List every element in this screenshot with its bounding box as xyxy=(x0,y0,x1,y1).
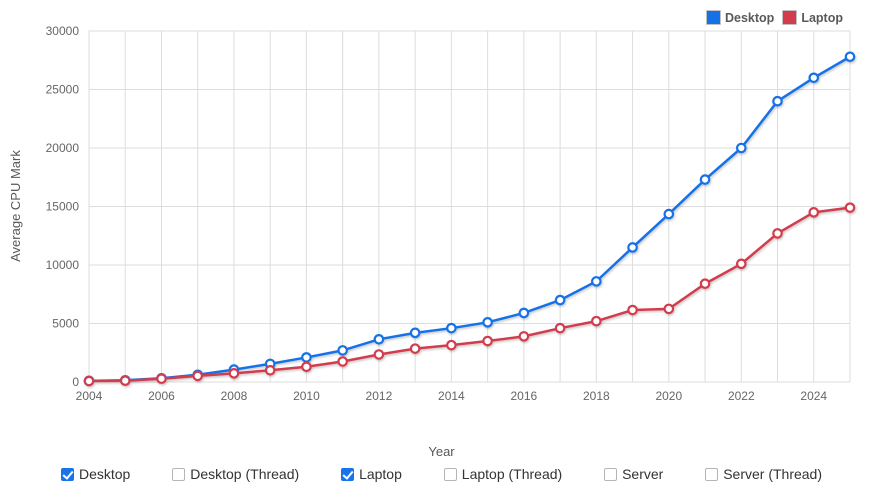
svg-text:2008: 2008 xyxy=(221,389,248,403)
svg-text:2020: 2020 xyxy=(655,389,682,403)
svg-text:0: 0 xyxy=(72,375,79,389)
svg-text:2014: 2014 xyxy=(438,389,465,403)
svg-text:2004: 2004 xyxy=(76,389,103,403)
svg-text:2006: 2006 xyxy=(148,389,175,403)
svg-text:2022: 2022 xyxy=(728,389,755,403)
svg-text:10000: 10000 xyxy=(46,258,80,272)
svg-text:20000: 20000 xyxy=(46,141,80,155)
svg-text:25000: 25000 xyxy=(46,83,80,97)
svg-text:30000: 30000 xyxy=(46,24,80,38)
svg-text:2024: 2024 xyxy=(800,389,827,403)
svg-text:2018: 2018 xyxy=(583,389,610,403)
svg-text:2016: 2016 xyxy=(511,389,538,403)
svg-text:15000: 15000 xyxy=(46,200,80,214)
svg-text:2010: 2010 xyxy=(293,389,320,403)
svg-text:2012: 2012 xyxy=(366,389,393,403)
svg-text:5000: 5000 xyxy=(52,317,79,331)
